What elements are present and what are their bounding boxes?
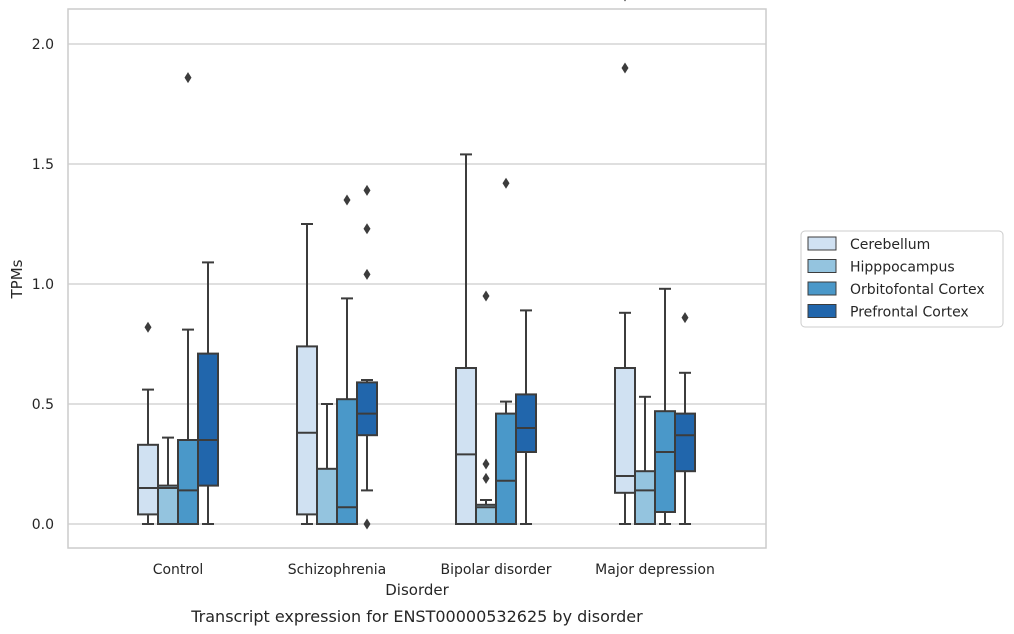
legend-swatch xyxy=(807,236,837,251)
legend-label: Prefrontal Cortex xyxy=(850,305,969,321)
box-plot-item xyxy=(654,287,676,525)
legend-label: Orbitofontal Cortex xyxy=(850,282,985,298)
chart-caption: Transcript expression for ENST0000053262… xyxy=(190,607,643,626)
outlier-point xyxy=(184,72,192,84)
boxes xyxy=(137,0,696,530)
outlier-point xyxy=(482,290,490,302)
box xyxy=(654,410,676,514)
box-plot-item xyxy=(475,290,497,525)
outlier-point xyxy=(482,472,490,484)
box-plot-item xyxy=(157,436,179,526)
box-plot-item xyxy=(316,403,338,525)
box-plot-item xyxy=(674,312,696,525)
box xyxy=(634,470,656,526)
y-tick-label: 2.0 xyxy=(32,37,54,53)
legend-frame xyxy=(800,230,1004,328)
y-tick-label: 0.5 xyxy=(32,397,54,413)
box xyxy=(455,367,477,525)
legend: Cerebellum Hipppocampus Orbitofontal Corte… xyxy=(800,230,1004,328)
box-plot-item xyxy=(356,184,378,530)
outlier-point xyxy=(363,268,371,280)
box xyxy=(495,412,517,526)
box-plot-item xyxy=(634,395,656,526)
plot-frame xyxy=(67,8,767,549)
box-plot-item xyxy=(137,321,159,525)
y-tick-label: 1.5 xyxy=(32,157,54,173)
box-plot-item xyxy=(614,0,636,525)
box xyxy=(197,352,219,487)
box-plot-item xyxy=(495,177,517,526)
box xyxy=(336,398,358,526)
x-tick-label: Control xyxy=(153,562,204,578)
outlier-point xyxy=(681,312,689,324)
legend-swatch xyxy=(807,259,837,273)
box-plot-item xyxy=(515,309,537,525)
box-plot-item xyxy=(197,261,219,525)
outlier-point xyxy=(363,223,371,235)
box xyxy=(356,381,378,437)
box xyxy=(674,412,696,473)
outlier-point xyxy=(502,177,510,189)
box xyxy=(515,393,537,453)
box xyxy=(177,439,199,525)
legend-label: Hipppocampus xyxy=(850,260,955,276)
box-plot-item xyxy=(336,194,358,526)
box-plot-item xyxy=(177,72,199,525)
box-plot-item xyxy=(296,223,318,525)
outlier-point xyxy=(624,0,626,2)
outlier-point xyxy=(343,194,351,206)
x-axis-label: Disorder xyxy=(385,581,449,599)
x-tick-label: Bipolar disorder xyxy=(440,562,551,578)
legend-swatch xyxy=(807,304,837,318)
box xyxy=(296,345,318,516)
x-tick-label: Schizophrenia xyxy=(288,562,386,578)
outlier-point xyxy=(144,321,152,333)
box-plot-item xyxy=(455,153,477,525)
box xyxy=(157,484,179,526)
y-tick-label: 0.0 xyxy=(32,517,54,533)
outlier-point xyxy=(482,458,490,470)
legend-swatch xyxy=(807,281,837,296)
x-tick-label: Major depression xyxy=(595,562,715,578)
box xyxy=(137,443,159,516)
box xyxy=(614,367,636,494)
outlier-point xyxy=(363,518,371,530)
outlier-point xyxy=(621,62,629,74)
outlier-point xyxy=(363,184,371,196)
x-tick-labels: Control Schizophrenia Bipolar disorder Majo… xyxy=(153,562,715,578)
y-axis-label: TPMs xyxy=(8,259,26,299)
y-tick-label: 1.0 xyxy=(32,277,54,293)
legend-label: Cerebellum xyxy=(850,237,930,253)
box xyxy=(316,467,338,525)
y-tick-labels: 0.00.51.01.52.02.53.03.54.0 xyxy=(32,37,54,533)
